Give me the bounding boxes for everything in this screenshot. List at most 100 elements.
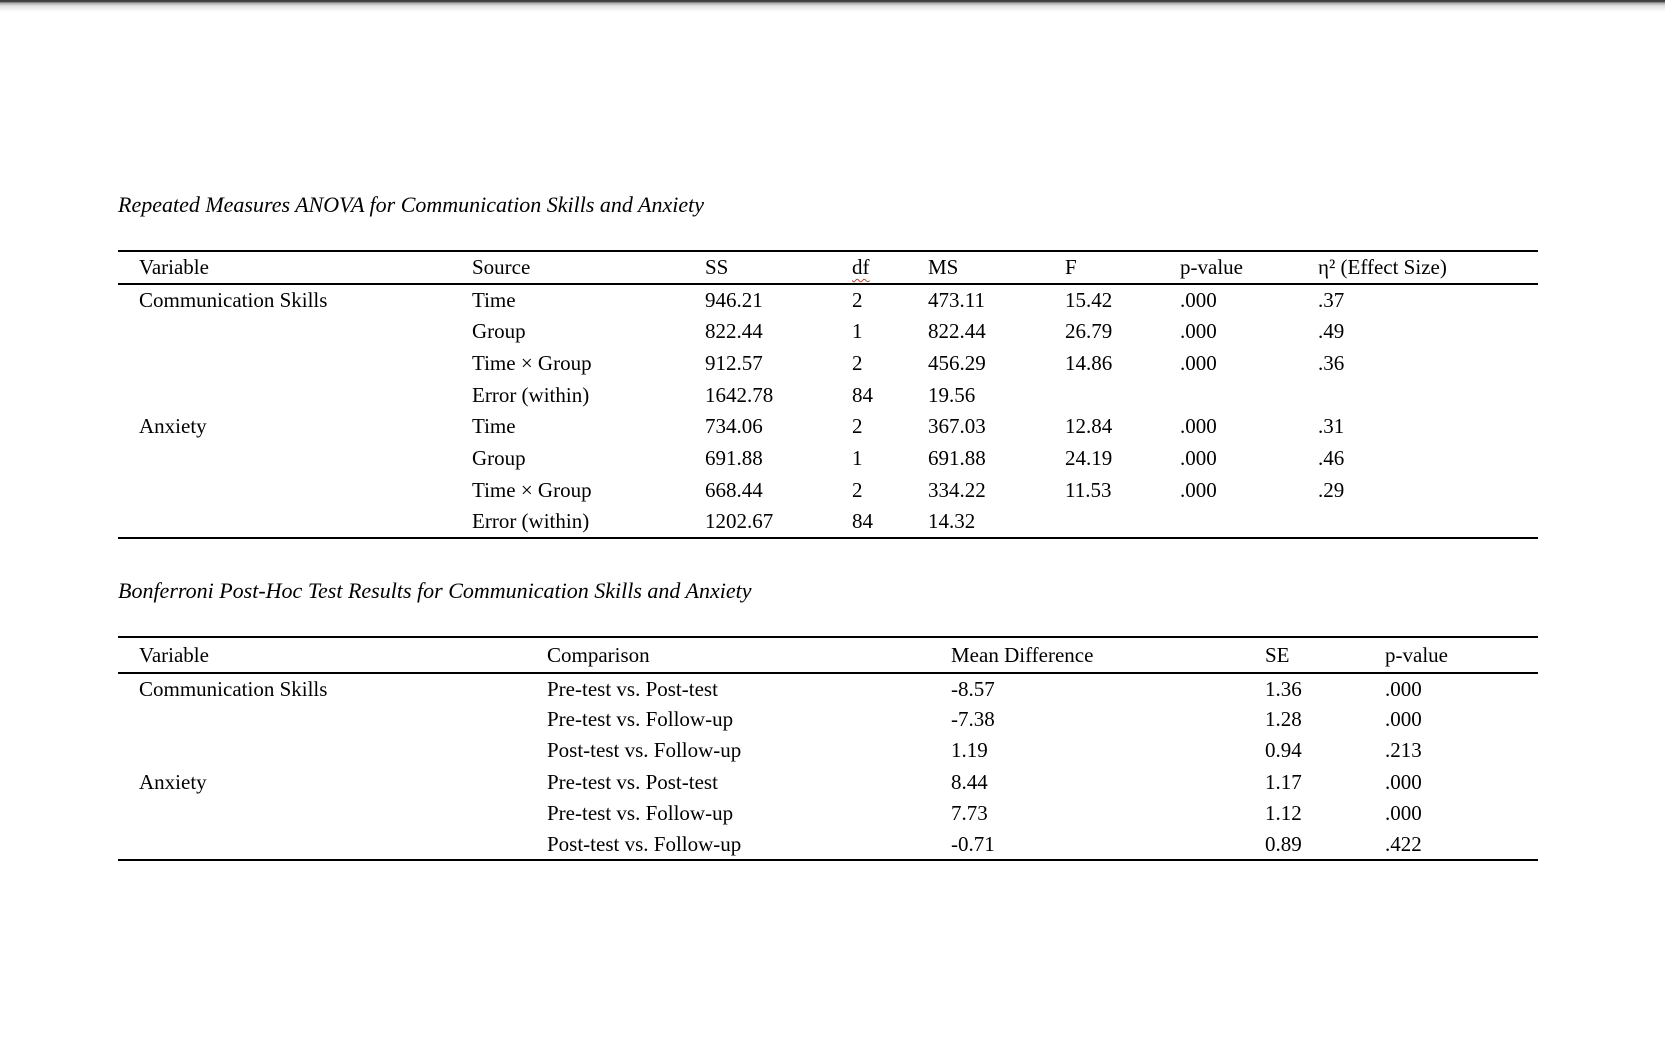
cell-effect-size: .31 (1318, 414, 1345, 439)
table-row: Group 822.44 1 822.44 26.79 .000 .49 (118, 316, 1538, 348)
window-top-shadow (0, 0, 1665, 12)
posthoc-col-mean-difference: Mean Difference (951, 642, 1094, 667)
cell-f: 15.42 (1065, 287, 1113, 312)
cell-variable (118, 735, 547, 766)
table-row: Error (within) 1642.78 84 19.56 (118, 379, 1538, 411)
cell-ms: 19.56 (928, 382, 976, 407)
cell-f (1065, 379, 1180, 411)
cell-mean-difference: 1.19 (951, 738, 988, 763)
cell-effect-size: .36 (1318, 350, 1345, 375)
cell-comparison: Pre-test vs. Follow-up (547, 707, 734, 732)
table-row: Time × Group 668.44 2 334.22 11.53 .000 … (118, 475, 1538, 507)
cell-pvalue: .000 (1180, 446, 1217, 471)
cell-ss: 1202.67 (705, 509, 774, 534)
cell-mean-difference: -7.38 (951, 707, 995, 732)
cell-ms: 14.32 (928, 509, 976, 534)
posthoc-col-se: SE (1265, 642, 1290, 667)
cell-source: Error (within) (472, 509, 590, 534)
cell-variable: Anxiety (139, 769, 207, 794)
cell-effect-size: .37 (1318, 287, 1345, 312)
cell-ss: 912.57 (705, 350, 763, 375)
cell-ss: 946.21 (705, 287, 763, 312)
cell-pvalue: .000 (1180, 319, 1217, 344)
anova-header-row: Variable Source SS df MS F p-value η² (E… (118, 251, 1538, 284)
cell-f: 24.19 (1065, 446, 1113, 471)
cell-source: Time × Group (472, 477, 592, 502)
cell-effect-size: .46 (1318, 446, 1345, 471)
cell-pvalue: .000 (1180, 414, 1217, 439)
cell-f (1065, 506, 1180, 538)
posthoc-col-pvalue: p-value (1385, 642, 1448, 667)
table-row: Post-test vs. Follow-up -0.71 0.89 .422 (118, 829, 1538, 861)
cell-mean-difference: 7.73 (951, 800, 988, 825)
cell-se: 0.94 (1265, 738, 1302, 763)
cell-df: 1 (852, 319, 863, 344)
table-row: Error (within) 1202.67 84 14.32 (118, 506, 1538, 538)
cell-pvalue: .000 (1385, 707, 1422, 732)
posthoc-col-variable: Variable (139, 642, 209, 667)
cell-se: 1.12 (1265, 800, 1302, 825)
table-row: Communication Skills Time 946.21 2 473.1… (118, 284, 1538, 316)
cell-pvalue (1180, 506, 1318, 538)
cell-comparison: Post-test vs. Follow-up (547, 831, 742, 856)
cell-ss: 1642.78 (705, 382, 774, 407)
anova-table-title: Repeated Measures ANOVA for Communicatio… (118, 192, 704, 217)
posthoc-table: Variable Comparison Mean Difference SE p… (118, 636, 1538, 861)
cell-variable: Communication Skills (139, 676, 328, 701)
cell-effect-size (1318, 506, 1538, 538)
posthoc-col-comparison: Comparison (547, 642, 650, 667)
cell-pvalue: .000 (1385, 769, 1422, 794)
cell-source: Time (472, 287, 516, 312)
cell-pvalue: .000 (1180, 350, 1217, 375)
cell-variable (118, 798, 547, 829)
cell-pvalue: .000 (1385, 800, 1422, 825)
anova-col-df: df (852, 251, 928, 284)
posthoc-header-row: Variable Comparison Mean Difference SE p… (118, 637, 1538, 673)
table-row: Communication Skills Pre-test vs. Post-t… (118, 673, 1538, 704)
anova-col-source: Source (472, 255, 531, 279)
cell-f: 26.79 (1065, 319, 1113, 344)
cell-df: 84 (852, 509, 873, 534)
cell-df: 2 (852, 414, 863, 439)
cell-comparison: Pre-test vs. Post-test (547, 769, 718, 794)
cell-variable: Communication Skills (139, 287, 328, 312)
cell-ms: 691.88 (928, 446, 986, 471)
table-row: Anxiety Time 734.06 2 367.03 12.84 .000 … (118, 411, 1538, 443)
cell-variable (118, 475, 472, 507)
cell-ms: 334.22 (928, 477, 986, 502)
cell-df: 2 (852, 477, 863, 502)
cell-source: Error (within) (472, 382, 590, 407)
cell-variable (118, 379, 472, 411)
cell-source: Group (472, 319, 526, 344)
cell-variable (118, 829, 547, 860)
cell-f: 11.53 (1065, 477, 1112, 502)
cell-effect-size: .49 (1318, 319, 1345, 344)
cell-f: 12.84 (1065, 414, 1113, 439)
table-row: Pre-test vs. Follow-up -7.38 1.28 .000 (118, 704, 1538, 735)
cell-comparison: Pre-test vs. Post-test (547, 676, 718, 701)
cell-variable (118, 348, 472, 380)
cell-pvalue: .422 (1385, 831, 1422, 856)
cell-source: Time × Group (472, 350, 592, 375)
cell-df: 84 (852, 382, 873, 407)
cell-pvalue: .000 (1385, 676, 1422, 701)
anova-col-pvalue: p-value (1180, 255, 1243, 279)
cell-comparison: Pre-test vs. Follow-up (547, 800, 734, 825)
cell-source: Group (472, 446, 526, 471)
cell-variable: Anxiety (139, 414, 207, 439)
cell-ms: 367.03 (928, 414, 986, 439)
spellcheck-underline: df (852, 255, 870, 279)
cell-pvalue: .000 (1180, 287, 1217, 312)
cell-pvalue: .213 (1385, 738, 1422, 763)
cell-pvalue: .000 (1180, 477, 1217, 502)
cell-variable (118, 506, 472, 538)
cell-ss: 734.06 (705, 414, 763, 439)
cell-f: 14.86 (1065, 350, 1113, 375)
cell-pvalue (1180, 379, 1318, 411)
table-row: Post-test vs. Follow-up 1.19 0.94 .213 (118, 735, 1538, 766)
anova-col-ss: SS (705, 255, 729, 279)
cell-source: Time (472, 414, 516, 439)
cell-se: 1.17 (1265, 769, 1302, 794)
anova-col-f: F (1065, 255, 1077, 279)
cell-df: 1 (852, 446, 863, 471)
